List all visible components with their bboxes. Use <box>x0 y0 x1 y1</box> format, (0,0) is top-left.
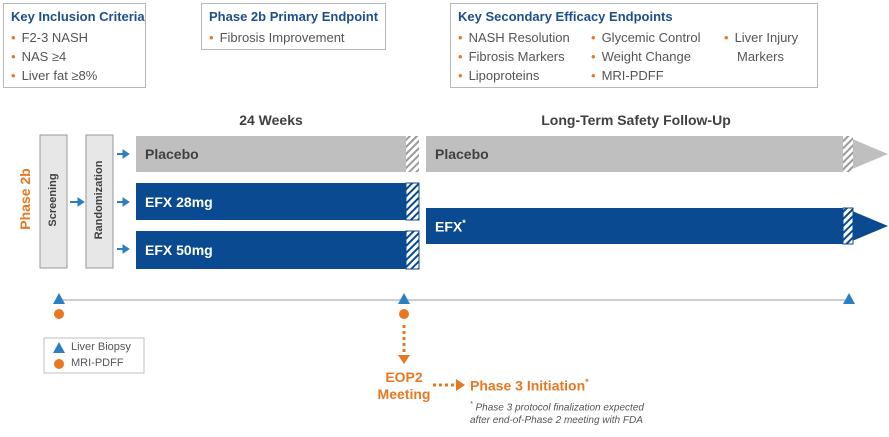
legend-mri-marker <box>54 359 64 369</box>
footnote-line2: after end-of-Phase 2 meeting with FDA <box>470 415 643 426</box>
inclusion-item: • F2-3 NASH <box>11 30 89 45</box>
phase3-initiation-label: Phase 3 Initiation* <box>470 377 589 394</box>
eop2-meeting-label: EOP2 Meeting <box>377 369 431 402</box>
efx-followup-arrow <box>426 208 888 244</box>
placebo-followup-arrow <box>426 136 888 172</box>
placebo-bar-hatch <box>406 136 419 172</box>
inclusion-criteria-box: Key Inclusion Criteria • F2-3 NASH • NAS ≥… <box>3 3 146 88</box>
legend-biopsy-marker <box>53 342 65 353</box>
inclusion-item: • NAS ≥4 <box>11 49 67 64</box>
secondary-item: • NASH Resolution <box>458 30 570 45</box>
footnote: * Phase 3 protocol finalization expected <box>470 401 644 414</box>
secondary-item: • Fibrosis Markers <box>458 49 565 64</box>
efx-followup-hatch <box>842 207 854 245</box>
efx28-bar <box>136 183 406 220</box>
efx28-bar-hatch <box>405 182 420 221</box>
secondary-item: • Liver Injury <box>724 30 799 45</box>
efx50-bar <box>136 231 406 269</box>
mri-marker <box>399 309 409 319</box>
biopsy-marker <box>53 293 65 304</box>
secondary-endpoints-box: Key Secondary Efficacy Endpoints • NASH R… <box>450 3 818 88</box>
secondary-item: • Lipoproteins <box>458 68 540 83</box>
period1-header: 24 Weeks <box>239 112 303 128</box>
legend-mri-label: MRI-PDFF <box>71 357 124 369</box>
inclusion-item: • Liver fat ≥8% <box>11 68 98 83</box>
efx50-bar-hatch <box>405 230 420 270</box>
secondary-item: • Glycemic Control <box>591 30 701 45</box>
biopsy-marker <box>398 293 410 304</box>
screening-box <box>39 134 68 269</box>
placebo-bar <box>136 136 406 172</box>
primary-endpoint-box: Phase 2b Primary Endpoint • Fibrosis Impr… <box>201 3 386 50</box>
flow-arrows <box>70 149 130 254</box>
efx50-label: EFX 50mg <box>145 242 213 258</box>
primary-endpoint-title: Phase 2b Primary Endpoint <box>209 9 379 24</box>
efx-followup-label: EFX* <box>435 218 466 235</box>
placebo-label: Placebo <box>145 146 199 162</box>
secondary-endpoints-title: Key Secondary Efficacy Endpoints <box>458 9 673 24</box>
randomization-box <box>85 134 114 269</box>
secondary-item: • MRI-PDFF <box>591 68 664 83</box>
primary-endpoint-item: • Fibrosis Improvement <box>209 30 345 45</box>
placebo-followup-hatch <box>843 136 853 172</box>
inclusion-criteria-title: Key Inclusion Criteria <box>11 9 145 24</box>
secondary-item: • Weight Change <box>591 49 691 64</box>
period2-header: Long-Term Safety Follow-Up <box>541 112 731 128</box>
placebo-followup-label: Placebo <box>435 146 489 162</box>
biopsy-marker <box>843 293 855 304</box>
mri-marker <box>54 309 64 319</box>
efx28-label: EFX 28mg <box>145 194 213 210</box>
legend-biopsy-label: Liver Biopsy <box>71 341 131 353</box>
secondary-item-continued: Markers <box>737 49 784 64</box>
